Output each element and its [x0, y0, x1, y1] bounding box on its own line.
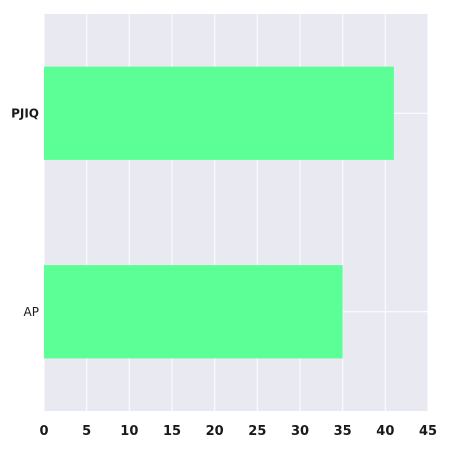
- y-axis-categories: PJIQ AP: [11, 106, 39, 319]
- bar-pjiq: [44, 66, 394, 160]
- x-tick-label-3: 15: [163, 424, 181, 439]
- x-tick-label-5: 25: [248, 424, 266, 439]
- x-tick-label-9: 45: [419, 424, 437, 439]
- y-category-label-ap: AP: [24, 305, 39, 319]
- x-tick-label-0: 0: [39, 424, 48, 439]
- x-tick-label-7: 35: [334, 424, 352, 439]
- x-tick-label-6: 30: [291, 424, 309, 439]
- x-tick-label-1: 5: [82, 424, 91, 439]
- bars: [44, 66, 394, 359]
- x-tick-label-4: 20: [206, 424, 224, 439]
- bar-ap: [44, 265, 343, 359]
- x-tick-label-8: 40: [376, 424, 394, 439]
- y-category-label-pjiq: PJIQ: [11, 106, 39, 120]
- x-axis-ticks: 0 5 10 15 20 25 30 35 40 45: [39, 424, 437, 439]
- x-tick-label-2: 10: [120, 424, 138, 439]
